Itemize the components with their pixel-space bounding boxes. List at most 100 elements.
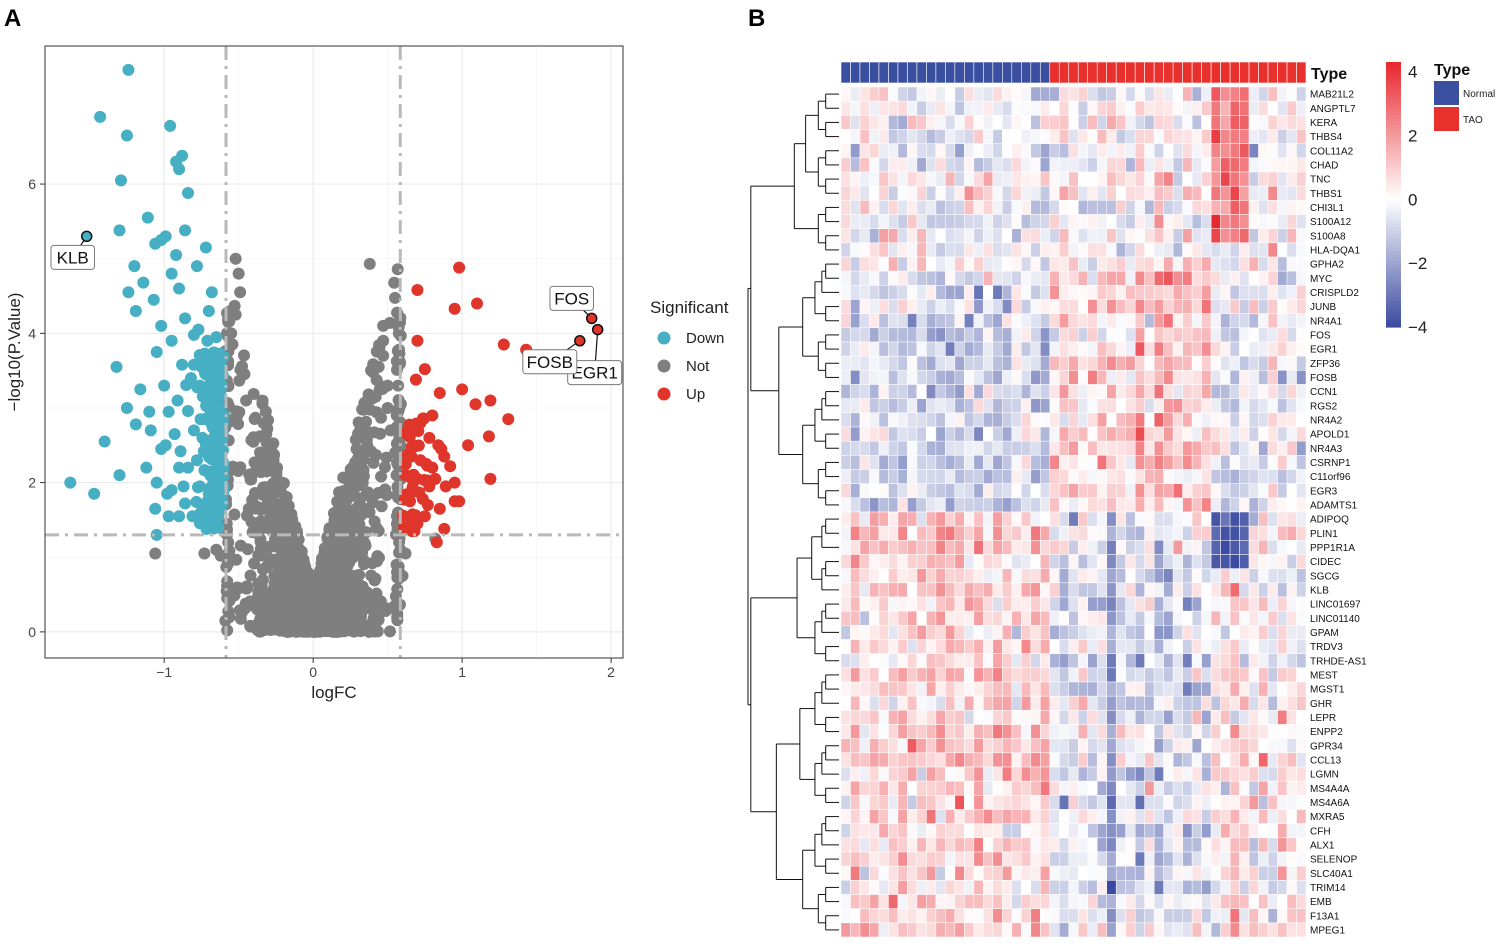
heatmap-cell bbox=[973, 270, 984, 286]
heatmap-cell bbox=[964, 582, 975, 598]
heatmap-cell bbox=[926, 426, 937, 442]
heatmap-cell bbox=[1125, 483, 1136, 499]
heatmap-cell bbox=[1021, 313, 1032, 329]
heatmap-cell bbox=[992, 157, 1003, 173]
heatmap-cell bbox=[1040, 455, 1051, 470]
heatmap-cell bbox=[869, 455, 880, 470]
heatmap-cell bbox=[935, 795, 946, 810]
heatmap-cell bbox=[1210, 780, 1221, 796]
heatmap-cell bbox=[973, 242, 984, 258]
heatmap-cell bbox=[878, 398, 889, 414]
heatmap-cell bbox=[1096, 809, 1107, 824]
heatmap-cell bbox=[1040, 285, 1051, 300]
heatmap-cell bbox=[964, 525, 975, 541]
heatmap-cell bbox=[1239, 412, 1250, 428]
heatmap-cell bbox=[888, 270, 899, 286]
heatmap-cell bbox=[1286, 200, 1297, 215]
heatmap-cell bbox=[1040, 299, 1051, 314]
down-regulated-point bbox=[155, 319, 168, 332]
not-significant-point bbox=[244, 569, 257, 582]
heatmap-cell bbox=[1210, 412, 1221, 428]
heatmap-cell bbox=[869, 440, 880, 456]
heatmap-cell bbox=[897, 766, 908, 782]
heatmap-cell bbox=[840, 851, 851, 867]
heatmap-cell bbox=[1258, 695, 1269, 711]
up-regulated-point bbox=[439, 480, 452, 493]
heatmap-cell bbox=[945, 780, 956, 796]
heatmap-cell bbox=[964, 270, 975, 286]
heatmap-cell bbox=[897, 809, 908, 824]
heatmap-cell bbox=[1096, 823, 1107, 839]
heatmap-cell bbox=[916, 511, 927, 527]
heatmap-cell bbox=[888, 327, 899, 343]
heatmap-cell bbox=[1144, 610, 1155, 626]
not-significant-point bbox=[358, 537, 371, 550]
heatmap-cell bbox=[1125, 214, 1136, 229]
heatmap-cell bbox=[983, 313, 994, 329]
heatmap-cell bbox=[907, 710, 918, 725]
heatmap-cell bbox=[1220, 327, 1231, 343]
heatmap-cell bbox=[1277, 596, 1288, 612]
heatmap-cell bbox=[1239, 426, 1250, 442]
heatmap-cell bbox=[1077, 780, 1088, 796]
not-significant-point bbox=[371, 598, 384, 611]
heatmap-cell bbox=[983, 610, 994, 626]
heatmap-cell bbox=[907, 327, 918, 343]
heatmap-cell bbox=[1077, 610, 1088, 626]
heatmap-cell bbox=[1182, 596, 1193, 612]
down-regulated-point bbox=[143, 405, 156, 418]
heatmap-cell bbox=[1059, 695, 1070, 711]
heatmap-cell bbox=[1021, 582, 1032, 598]
heatmap-cell bbox=[983, 398, 994, 414]
heatmap-cell bbox=[1277, 795, 1288, 810]
heatmap-cell bbox=[850, 525, 861, 541]
heatmap-cell bbox=[1030, 115, 1041, 130]
heatmap-cell bbox=[954, 710, 965, 725]
heatmap-cell bbox=[1277, 270, 1288, 286]
heatmap-cell bbox=[1125, 710, 1136, 725]
heatmap-cell bbox=[1096, 837, 1107, 853]
heatmap-cell bbox=[1191, 837, 1202, 853]
heatmap-cell bbox=[973, 653, 984, 669]
not-significant-point bbox=[286, 565, 299, 578]
heatmap-cell bbox=[1258, 214, 1269, 229]
heatmap-cell bbox=[1220, 86, 1231, 102]
heatmap-cell bbox=[1267, 525, 1278, 541]
heatmap-cell bbox=[935, 681, 946, 697]
heatmap-cell bbox=[1125, 313, 1136, 329]
heatmap-cell bbox=[1144, 86, 1155, 102]
heatmap-cell bbox=[1229, 795, 1240, 810]
heatmap-cell bbox=[1087, 710, 1098, 725]
annotation-tao-cell bbox=[1134, 61, 1145, 84]
heatmap-cell bbox=[1286, 809, 1297, 824]
heatmap-cell bbox=[973, 256, 984, 272]
heatmap-cell bbox=[1248, 455, 1259, 470]
heatmap-cell bbox=[897, 497, 908, 513]
heatmap-cell bbox=[1296, 143, 1307, 159]
down-regulated-point bbox=[192, 323, 205, 336]
up-regulated-point bbox=[411, 334, 424, 347]
heatmap-cell bbox=[1296, 341, 1307, 357]
heatmap-cell bbox=[869, 766, 880, 782]
annotation-normal-cell bbox=[878, 61, 889, 84]
heatmap-cell bbox=[992, 540, 1003, 555]
heatmap-cell bbox=[1220, 710, 1231, 725]
heatmap-cell bbox=[1248, 157, 1259, 173]
heatmap-cell bbox=[1201, 752, 1212, 768]
heatmap-cell bbox=[907, 511, 918, 527]
heatmap-cell bbox=[1296, 285, 1307, 300]
heatmap-cell bbox=[1021, 766, 1032, 782]
heatmap-cell bbox=[1087, 837, 1098, 853]
heatmap-cell bbox=[1087, 86, 1098, 102]
gene-label-text: FOSB bbox=[527, 353, 573, 372]
heatmap-cell bbox=[897, 681, 908, 697]
heatmap-cell bbox=[1106, 200, 1117, 215]
heatmap-cell bbox=[945, 554, 956, 569]
heatmap-cell bbox=[1296, 242, 1307, 258]
heatmap-cell bbox=[888, 185, 899, 201]
heatmap-cell bbox=[916, 455, 927, 470]
heatmap-cell bbox=[1201, 100, 1212, 116]
labeled-gene-point bbox=[585, 312, 598, 325]
heatmap-cell bbox=[869, 540, 880, 555]
heatmap-cell bbox=[954, 568, 965, 584]
